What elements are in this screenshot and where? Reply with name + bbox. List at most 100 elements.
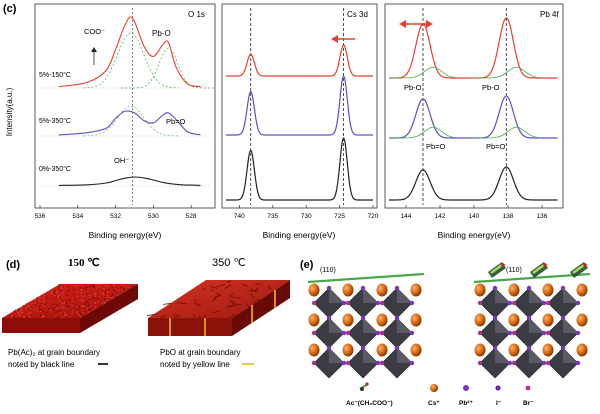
- panel-label-d: (d): [6, 259, 20, 271]
- bromide-ion: [478, 331, 482, 335]
- bromide-ion: [546, 331, 550, 335]
- iodide-ion: [508, 301, 512, 305]
- film-150-speckle: [109, 285, 110, 286]
- film-150-speckle: [38, 301, 39, 302]
- film-150-speckle: [60, 296, 61, 297]
- film-150-speckle: [34, 305, 35, 306]
- film-150-speckle: [83, 294, 84, 295]
- film-150-speckle: [72, 313, 73, 314]
- film-150-speckle: [86, 302, 87, 303]
- film-150-speckle: [61, 296, 62, 297]
- film-150-speckle: [25, 309, 26, 310]
- film-150-speckle: [47, 298, 48, 299]
- film-150-speckle: [55, 313, 56, 314]
- iodide-ion: [327, 346, 331, 350]
- film-150-speckle: [82, 315, 83, 316]
- film-150-speckle: [64, 312, 65, 313]
- cs-cation: [543, 284, 554, 297]
- film-150-speckle: [79, 306, 80, 307]
- legend-acetate-label: Ac⁻(CH₃COO⁻): [346, 400, 393, 407]
- film-150-speckle: [16, 310, 17, 311]
- film-150-speckle: [92, 297, 93, 298]
- film-150-speckle: [86, 289, 87, 290]
- film-350-label: 350 ℃: [212, 257, 246, 269]
- film-150-speckle: [40, 315, 41, 316]
- film-150-speckle: [13, 315, 14, 316]
- film-150-speckle: [56, 311, 57, 312]
- film-150-speckle: [52, 309, 53, 310]
- film-150-speckle: [56, 308, 57, 309]
- film-150-speckle: [102, 292, 103, 293]
- pbx6-octahedron-face: [563, 348, 578, 363]
- film-150-speckle: [118, 290, 119, 291]
- film-150-speckle: [82, 310, 83, 311]
- film-150-speckle: [17, 312, 18, 313]
- film-150-speckle: [67, 300, 68, 301]
- iodide-ion: [493, 316, 497, 320]
- iodide-ion: [342, 361, 346, 365]
- cs-cation: [509, 314, 520, 327]
- film-150-speckle: [38, 296, 39, 297]
- film-150-speckle: [93, 285, 94, 286]
- film-150-speckle: [111, 296, 112, 297]
- film-150-speckle: [26, 303, 27, 304]
- iodide-ion: [493, 346, 497, 350]
- cs-cation: [475, 344, 486, 357]
- film-150-speckle: [34, 309, 35, 310]
- film-150-speckle: [36, 298, 37, 299]
- iodide-ion: [493, 286, 497, 290]
- iodide-ion: [342, 301, 346, 305]
- film-150-speckle: [61, 307, 62, 308]
- film-350-front: [148, 318, 232, 336]
- o1s-annot-oh: OH⁻: [114, 156, 129, 165]
- o1s-xtick-label: 528: [186, 213, 197, 220]
- film-150-speckle: [59, 295, 60, 296]
- film-150-speckle: [42, 309, 43, 310]
- bromide-ion: [478, 361, 482, 365]
- cs-cation: [509, 344, 520, 357]
- film-150-speckle: [116, 286, 117, 287]
- film-150-speckle: [69, 316, 70, 317]
- cs-cation: [577, 344, 588, 357]
- film-150-speckle: [66, 314, 67, 315]
- bromide-ion: [346, 331, 350, 335]
- film-150-speckle: [106, 285, 107, 286]
- cs3d-xlabel: Binding energy(eV): [263, 230, 336, 240]
- film-150-speckle: [81, 289, 82, 290]
- film-150-speckle: [69, 299, 70, 300]
- film-150-speckle: [54, 293, 55, 294]
- o1s-xlabel: Binding energy(eV): [89, 230, 162, 240]
- film-150-speckle: [96, 287, 97, 288]
- film-150-speckle: [87, 308, 88, 309]
- film-150-speckle: [48, 308, 49, 309]
- film-150-speckle: [79, 308, 80, 309]
- film-150-speckle: [62, 302, 63, 303]
- panel-label-e: (e): [300, 259, 314, 271]
- film-150-speckle: [66, 306, 67, 307]
- film-150-speckle: [107, 291, 108, 292]
- film-150-speckle: [47, 312, 48, 313]
- film-150-speckle: [27, 305, 28, 306]
- pbx6-octahedron-face: [397, 318, 412, 333]
- film-150-speckle: [87, 301, 88, 302]
- film-150-speckle: [63, 287, 64, 288]
- o1s-annot-pbeqo: Pb=O: [166, 117, 186, 126]
- film-150-speckle: [67, 306, 68, 307]
- film-150-speckle: [74, 305, 75, 306]
- film-150-speckle: [63, 313, 64, 314]
- film-150-speckle: [84, 304, 85, 305]
- film-150-speckle: [80, 287, 81, 288]
- cs-cation: [377, 284, 388, 297]
- iodide-ion: [410, 301, 414, 305]
- bromide-ion: [380, 331, 384, 335]
- pb4f-title: Pb 4f: [540, 10, 559, 19]
- cs3d-title: Cs 3d: [347, 10, 368, 19]
- bromide-ion: [380, 361, 384, 365]
- film-150-speckle: [91, 306, 92, 307]
- film-150-speckle: [41, 304, 42, 305]
- legend-i-label: I⁻: [496, 400, 502, 407]
- film-150-speckle: [59, 290, 60, 291]
- iodide-ion: [395, 286, 399, 290]
- iodide-ion: [561, 286, 565, 290]
- cs-cation: [543, 314, 554, 327]
